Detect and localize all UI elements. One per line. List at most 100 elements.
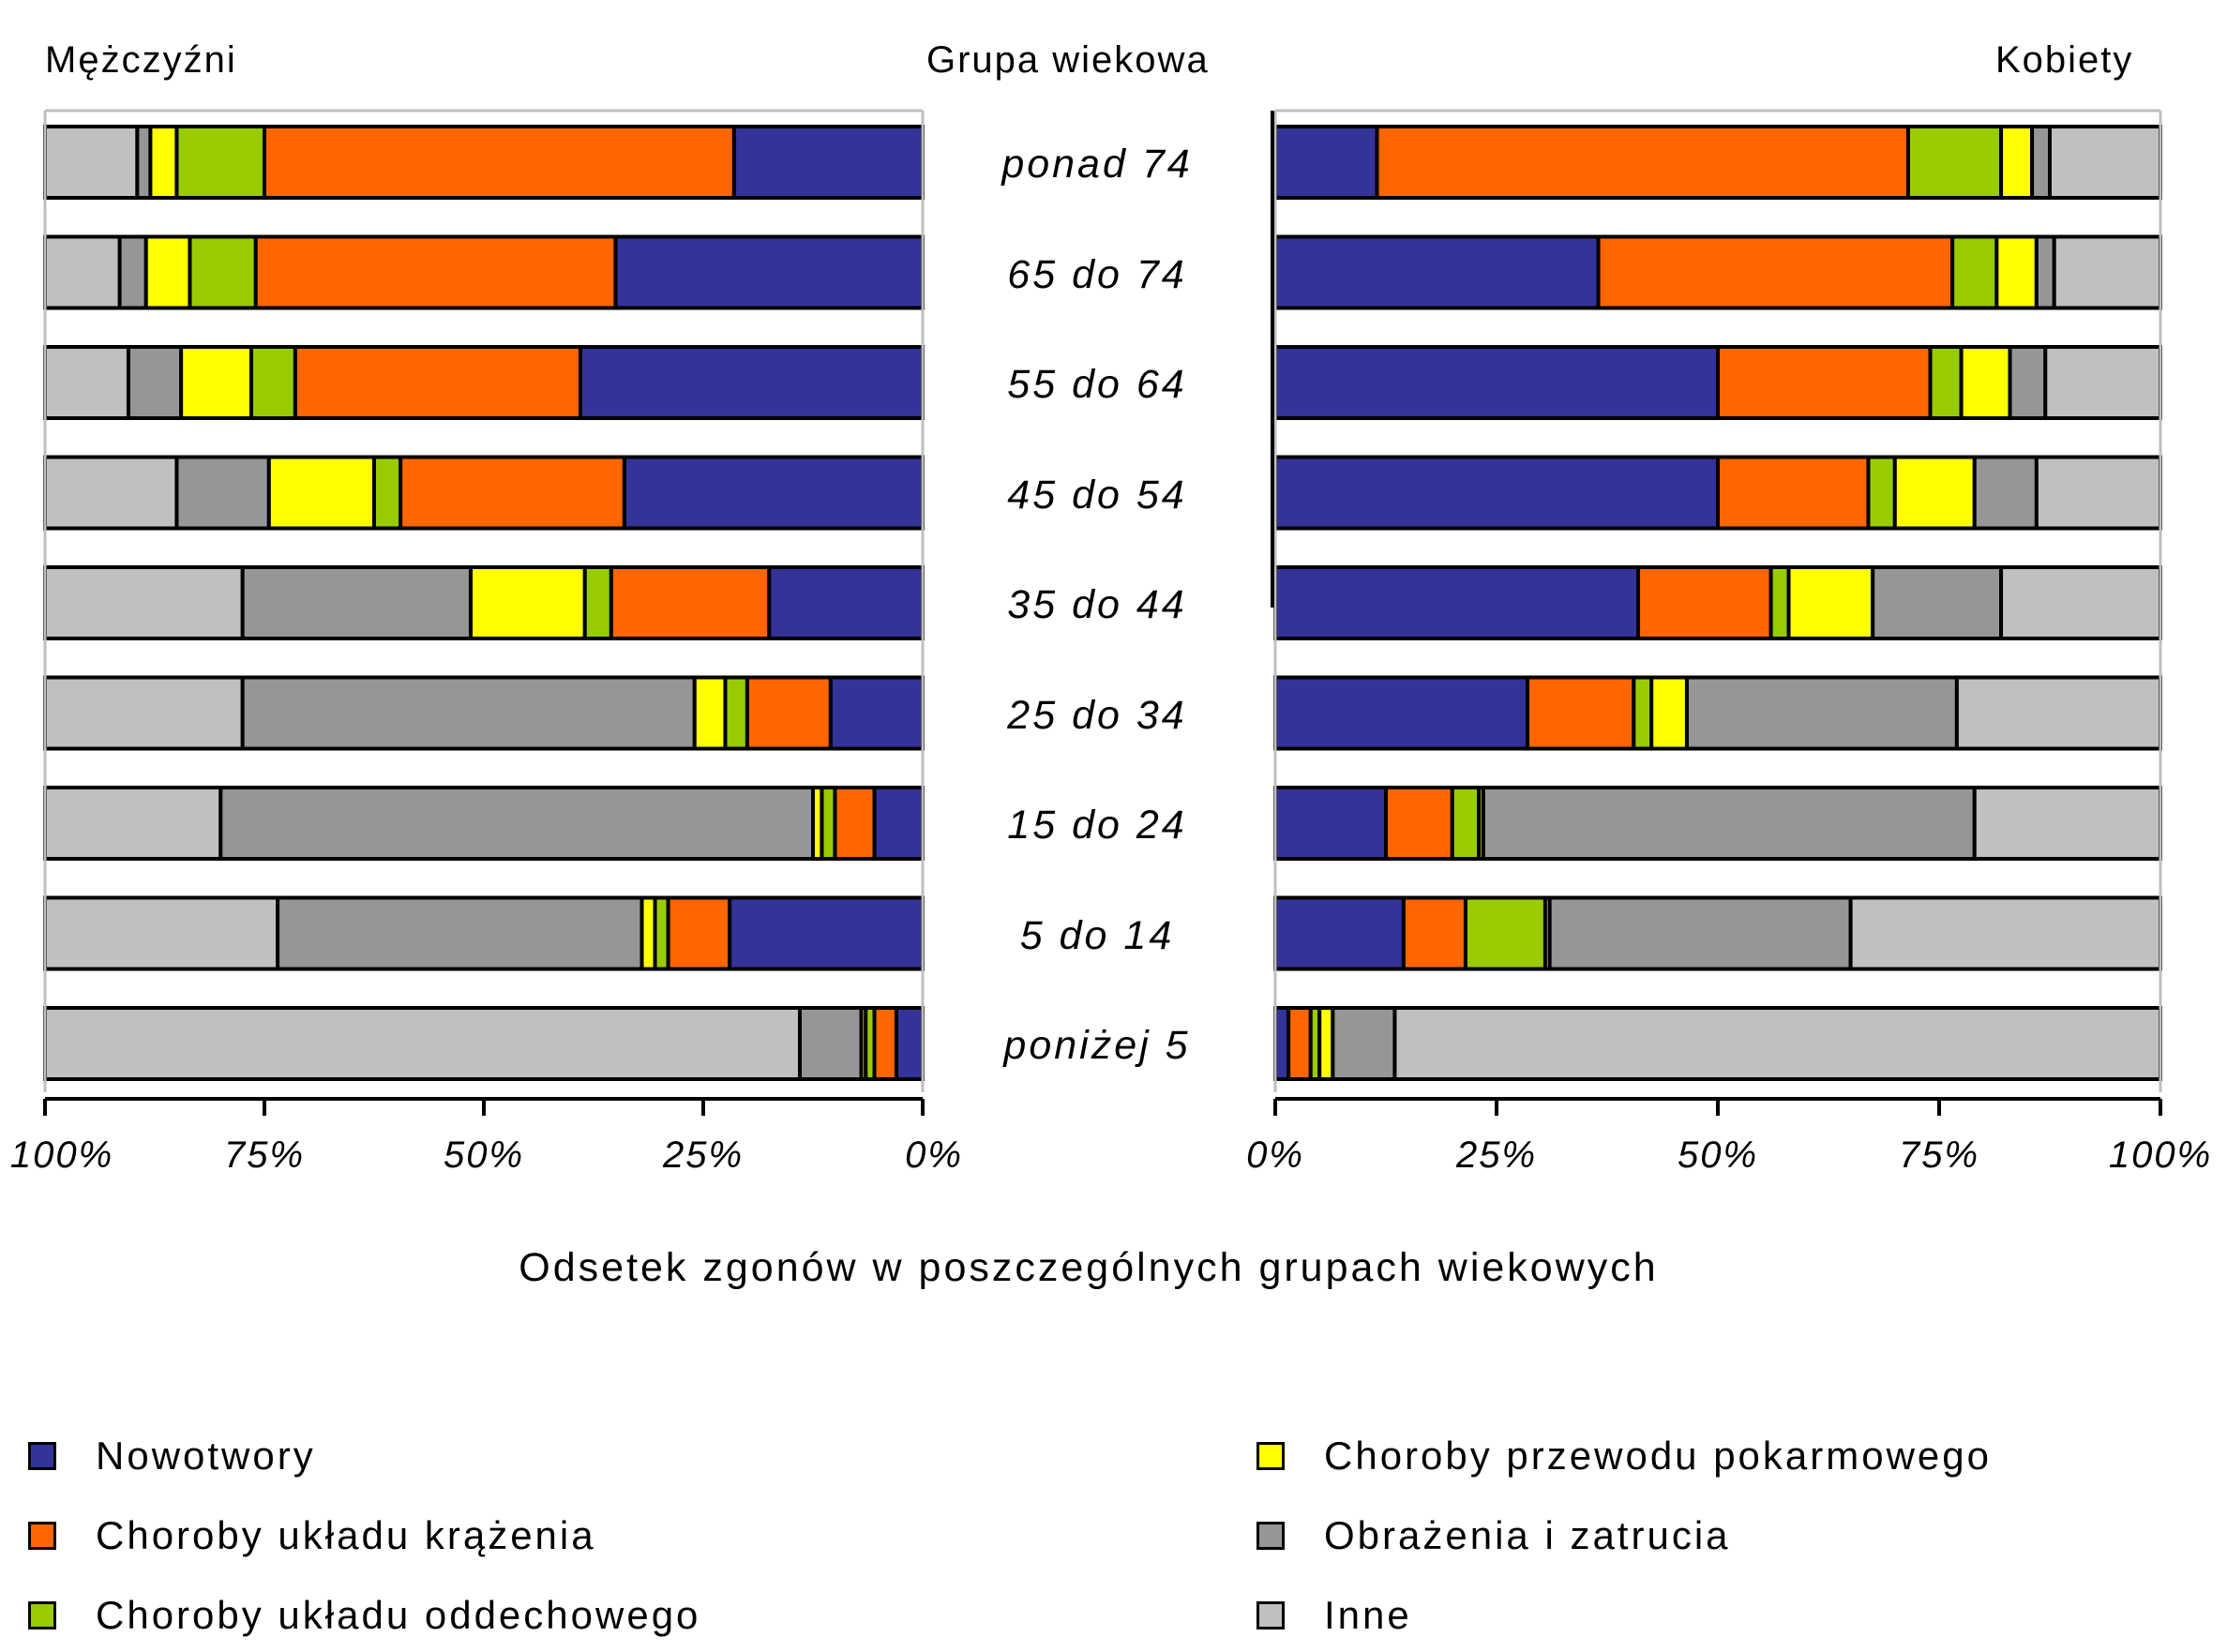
legend-item: Nowotwory: [28, 1433, 316, 1479]
legend-swatch: [1256, 1522, 1285, 1550]
bar-men-0-4: [135, 125, 153, 200]
bar-men-8-0: [894, 1006, 925, 1081]
bar-men-4-2: [582, 565, 613, 640]
bar-women-0-5: [2048, 125, 2162, 200]
bar-women-8-5: [1392, 1006, 2162, 1081]
bar-women-3-1: [1716, 455, 1871, 531]
bar-men-4-5: [43, 565, 245, 640]
bar-men-3-5: [43, 455, 179, 531]
bar-men-8-5: [43, 1006, 802, 1081]
tick-label-women: 25%: [1455, 1134, 1538, 1176]
legend-swatch: [1256, 1601, 1285, 1629]
bar-men-5-5: [43, 675, 245, 751]
bar-men-4-4: [240, 565, 473, 640]
bar-women-3-5: [2034, 455, 2163, 531]
bar-men-5-0: [828, 675, 925, 751]
age-label: 45 do 54: [1007, 472, 1187, 518]
bar-women-0-4: [2030, 125, 2053, 200]
bar-men-3-0: [622, 455, 925, 531]
bar-men-1-3: [143, 234, 192, 310]
bar-men-2-1: [293, 345, 582, 420]
bar-women-6-4: [1481, 786, 1977, 861]
bar-women-2-5: [2043, 345, 2163, 420]
bar-men-0-3: [148, 125, 179, 200]
legend-label: Nowotwory: [96, 1434, 316, 1478]
bar-women-3-2: [1866, 455, 1897, 531]
bar-men-6-4: [218, 786, 815, 861]
tick-label-women: 0%: [1246, 1134, 1304, 1176]
bar-men-1-5: [43, 234, 122, 310]
bar-women-4-0: [1273, 565, 1641, 640]
bar-women-7-2: [1463, 895, 1547, 971]
legend-item: Obrażenia i zatrucia: [1256, 1512, 1731, 1559]
bar-women-1-2: [1950, 234, 1999, 310]
bar-men-0-5: [43, 125, 140, 200]
bar-men-1-4: [117, 234, 148, 310]
bar-men-3-3: [266, 455, 376, 531]
bar-women-6-5: [1972, 786, 2163, 861]
bar-women-4-5: [1999, 565, 2163, 640]
tick-label-women: 100%: [2108, 1134, 2213, 1176]
bar-women-2-3: [1959, 345, 2012, 420]
bar-women-6-0: [1273, 786, 1388, 861]
bar-men-3-1: [399, 455, 626, 531]
x-axis-label: Odsetek zgonów w poszczególnych grupach …: [519, 1245, 1659, 1290]
bar-men-3-4: [174, 455, 271, 531]
bar-men-2-0: [578, 345, 925, 420]
bar-women-6-1: [1384, 786, 1454, 861]
age-label: 65 do 74: [1007, 251, 1187, 297]
bar-women-5-0: [1273, 675, 1530, 751]
legend-swatch: [28, 1442, 56, 1470]
bar-women-3-0: [1273, 455, 1720, 531]
bar-men-2-3: [179, 345, 253, 420]
bar-women-7-5: [1848, 895, 2162, 971]
bar-men-7-4: [276, 895, 644, 971]
bar-men-4-0: [767, 565, 925, 640]
bar-men-2-2: [248, 345, 297, 420]
bar-women-6-2: [1450, 786, 1482, 861]
bar-women-2-0: [1273, 345, 1720, 420]
bar-women-5-4: [1684, 675, 1959, 751]
bar-women-0-2: [1905, 125, 2004, 200]
bar-men-2-5: [43, 345, 130, 420]
bar-men-1-0: [613, 234, 925, 310]
bar-women-5-3: [1649, 675, 1689, 751]
bar-men-0-1: [263, 125, 736, 200]
header-women: Kobiety: [1995, 39, 2134, 81]
legend-swatch: [28, 1522, 56, 1550]
bar-men-6-1: [833, 786, 877, 861]
bar-men-5-3: [692, 675, 728, 751]
legend-swatch: [1256, 1442, 1285, 1470]
bar-men-1-1: [253, 234, 618, 310]
bar-women-7-0: [1273, 895, 1406, 971]
bar-women-3-4: [1972, 455, 2039, 531]
age-label: ponad 74: [1001, 142, 1193, 187]
bar-men-4-3: [468, 565, 587, 640]
header-men: Mężczyźni: [45, 39, 237, 81]
age-label: 35 do 44: [1007, 582, 1187, 627]
bar-men-0-0: [731, 125, 925, 200]
legend-label: Inne: [1324, 1593, 1412, 1637]
bar-women-0-0: [1273, 125, 1379, 200]
age-label: 5 do 14: [1019, 912, 1175, 958]
bar-women-0-1: [1375, 125, 1910, 200]
header-age-group: Grupa wiekowa: [926, 39, 1210, 81]
tick-label-men: 50%: [443, 1134, 525, 1176]
bar-women-2-4: [2008, 345, 2048, 420]
bar-men-7-2: [653, 895, 670, 971]
tick-label-men: 100%: [9, 1134, 114, 1176]
legend-item: Choroby układu oddechowego: [28, 1592, 700, 1639]
bar-women-2-2: [1928, 345, 1964, 420]
bar-men-0-2: [174, 125, 266, 200]
bar-men-1-2: [188, 234, 258, 310]
bar-women-1-4: [2034, 234, 2056, 310]
bar-women-1-5: [2052, 234, 2162, 310]
bar-men-6-2: [820, 786, 837, 861]
bar-women-8-3: [1317, 1006, 1335, 1081]
bar-women-4-4: [1871, 565, 2004, 640]
bar-men-7-3: [640, 895, 657, 971]
legend-swatch: [28, 1601, 56, 1629]
legend-label: Choroby układu krążenia: [96, 1513, 596, 1557]
bar-men-7-0: [728, 895, 925, 971]
